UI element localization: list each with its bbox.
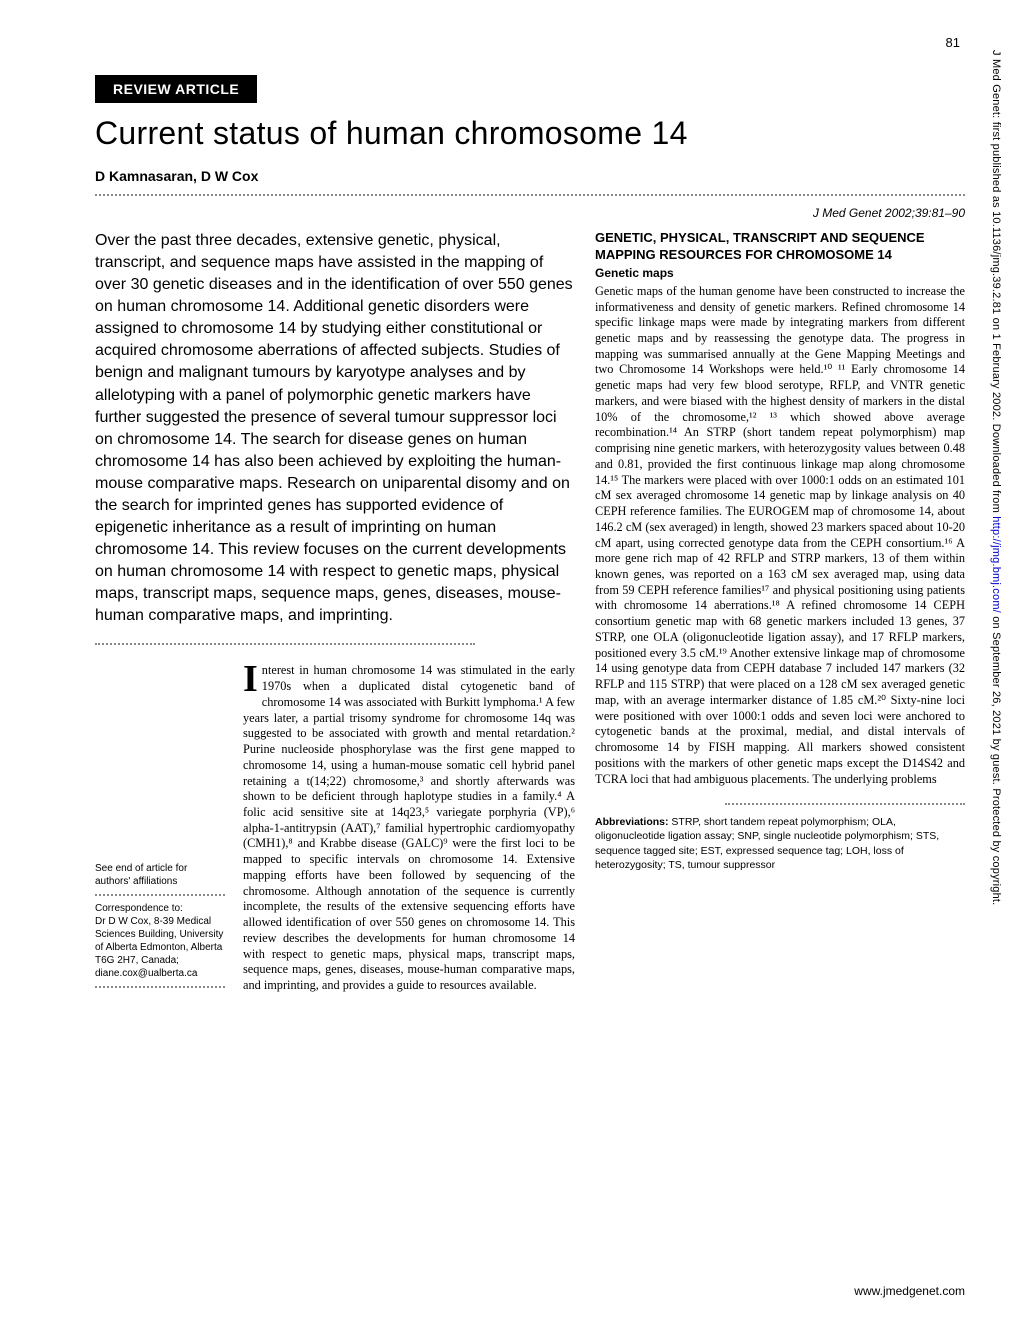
correspondence-body: Dr D W Cox, 8-39 Medical Sciences Buildi… (95, 915, 225, 980)
abstract-text: Over the past three decades, extensive g… (95, 230, 575, 627)
intro-body-text: Interest in human chromosome 14 was stim… (243, 663, 575, 993)
correspondence-label: Correspondence to: (95, 902, 225, 915)
main-columns: Over the past three decades, extensive g… (95, 230, 965, 994)
abbreviations-label: Abbreviations: (595, 816, 669, 828)
body-col1-text: nterest in human chromosome 14 was stimu… (243, 663, 575, 992)
header-divider (95, 194, 965, 196)
right-column: GENETIC, PHYSICAL, TRANSCRIPT AND SEQUEN… (595, 230, 965, 994)
left-column: Over the past three decades, extensive g… (95, 230, 575, 994)
body-two-column: See end of article for authors' affiliat… (95, 663, 575, 993)
sidebar-divider-2 (95, 986, 225, 988)
author-names: D Kamnasaran, D W Cox (95, 168, 965, 184)
footer-url[interactable]: www.jmedgenet.com (854, 1284, 965, 1298)
review-article-badge: REVIEW ARTICLE (95, 75, 257, 103)
abbrev-divider (725, 803, 965, 805)
see-end-note: See end of article for authors' affiliat… (95, 862, 225, 888)
section-heading: GENETIC, PHYSICAL, TRANSCRIPT AND SEQUEN… (595, 230, 965, 264)
sidebar-divider-1 (95, 894, 225, 896)
right-body-text: Genetic maps of the human genome have be… (595, 284, 965, 788)
article-title: Current status of human chromosome 14 (95, 115, 965, 152)
sidebar-info: See end of article for authors' affiliat… (95, 663, 225, 993)
dropcap-letter: I (243, 663, 262, 695)
abbreviations-box: Abbreviations: STRP, short tandem repeat… (595, 803, 965, 872)
abstract-divider (95, 643, 475, 645)
page-content: REVIEW ARTICLE Current status of human c… (0, 0, 1020, 1024)
journal-citation: J Med Genet 2002;39:81–90 (95, 206, 965, 220)
sub-heading: Genetic maps (595, 266, 965, 280)
